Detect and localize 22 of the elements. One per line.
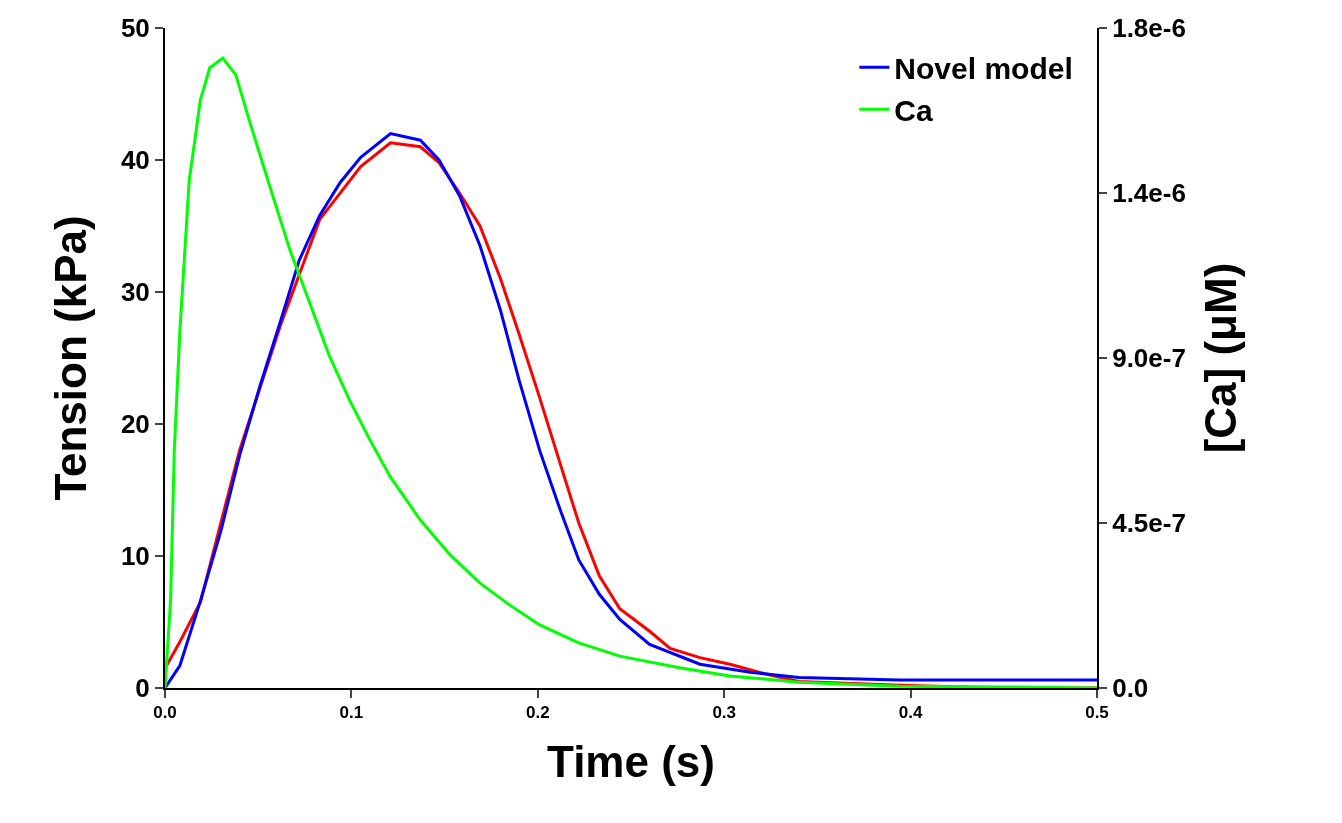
y2-tick-label: 4.5e-7	[1112, 508, 1186, 539]
y2-tick-label: 0.0	[1112, 673, 1149, 704]
y-tick-label: 20	[120, 409, 150, 440]
y-tick-label: 10	[120, 541, 150, 572]
legend-label: Novel model	[894, 51, 1073, 85]
y2-tick-label: 1.4e-6	[1112, 178, 1186, 209]
x-axis-title: Time (s)	[547, 737, 715, 787]
y2-tick-label: 9.0e-7	[1112, 343, 1186, 374]
y-tick-label: 0	[135, 673, 150, 704]
x-tick-label: 0.5	[1085, 703, 1109, 723]
legend-label: Ca	[894, 93, 934, 127]
x-tick-label: 0.2	[525, 703, 550, 723]
x-tick-label: 0.0	[153, 703, 177, 723]
y-tick-label: 30	[120, 277, 150, 308]
y-axis-title: Tension (kPa)	[46, 215, 96, 501]
y-tick-label: 40	[120, 145, 150, 176]
x-tick-label: 0.4	[898, 703, 923, 723]
x-tick-label: 0.3	[712, 703, 737, 723]
x-tick-label: 0.1	[339, 703, 364, 723]
y2-axis-title: [Ca] (μM)	[1195, 262, 1245, 454]
y-tick-label: 50	[120, 13, 150, 44]
y2-tick-label: 1.8e-6	[1112, 13, 1186, 44]
